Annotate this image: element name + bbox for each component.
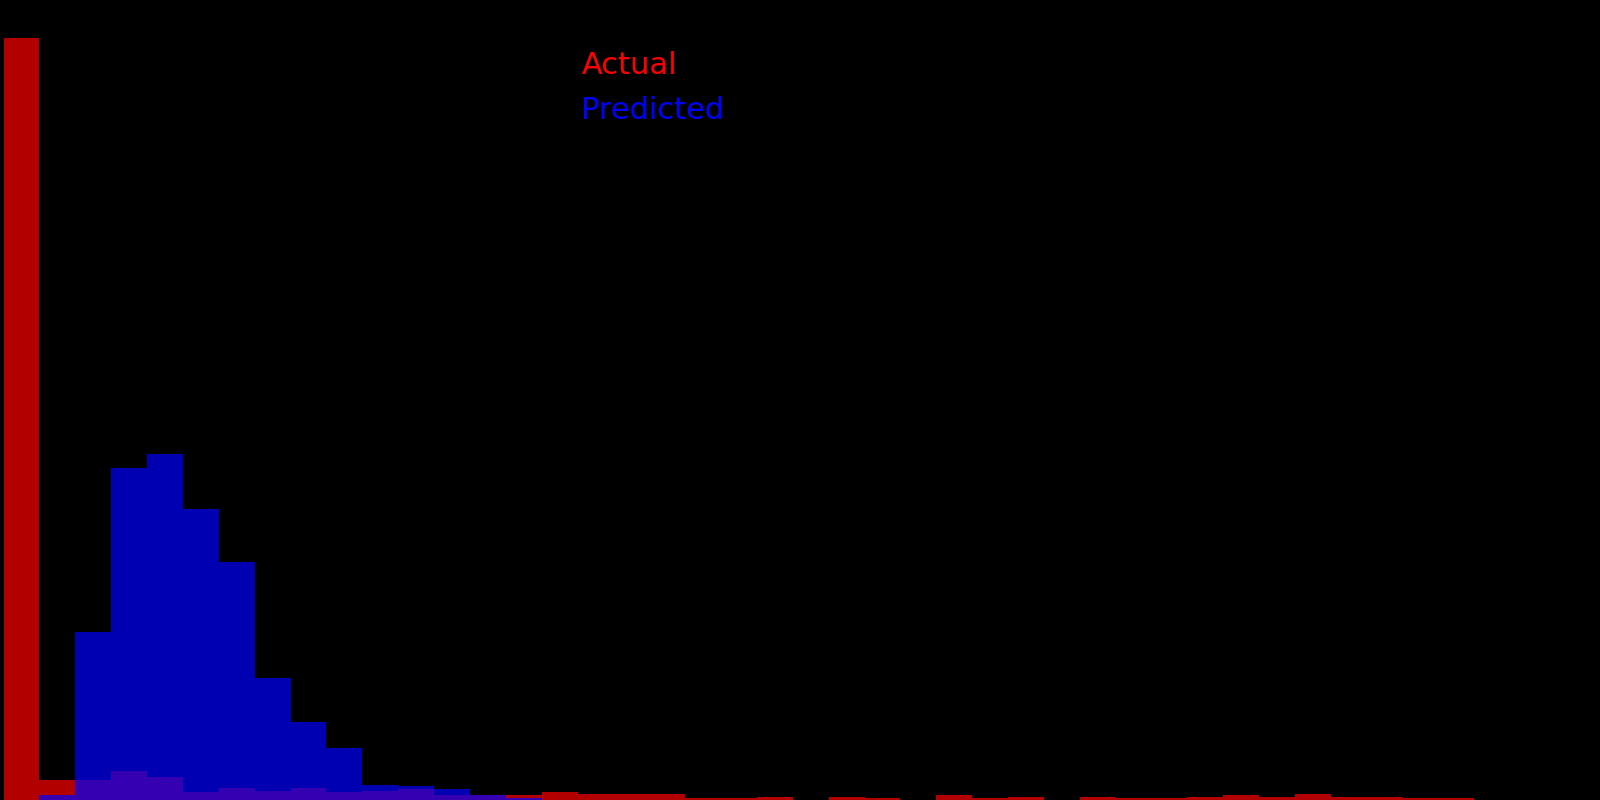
Bar bbox=[147, 777, 182, 800]
Bar bbox=[291, 722, 326, 800]
Bar bbox=[1187, 797, 1224, 800]
Bar bbox=[1331, 797, 1366, 800]
Bar bbox=[1224, 795, 1259, 800]
Bar bbox=[1294, 794, 1331, 800]
Bar bbox=[864, 798, 901, 800]
Bar bbox=[75, 632, 112, 800]
Bar bbox=[1403, 798, 1438, 800]
Bar bbox=[685, 798, 722, 800]
Bar bbox=[722, 798, 757, 800]
Bar bbox=[326, 748, 362, 800]
Bar bbox=[112, 771, 147, 800]
Bar bbox=[650, 794, 685, 800]
Bar bbox=[1438, 798, 1475, 800]
Bar bbox=[1008, 797, 1043, 800]
Bar bbox=[3, 38, 40, 800]
Bar bbox=[936, 795, 973, 800]
Bar bbox=[182, 792, 219, 800]
Bar bbox=[398, 790, 434, 800]
Bar bbox=[326, 792, 362, 800]
Bar bbox=[578, 794, 613, 800]
Bar bbox=[362, 791, 398, 800]
Bar bbox=[398, 786, 434, 800]
Bar bbox=[291, 788, 326, 800]
Bar bbox=[973, 798, 1008, 800]
Bar bbox=[112, 468, 147, 800]
Bar bbox=[219, 788, 254, 800]
Legend: Actual, Predicted: Actual, Predicted bbox=[483, 39, 736, 137]
Bar bbox=[613, 794, 650, 800]
Bar bbox=[470, 795, 506, 800]
Bar bbox=[182, 509, 219, 800]
Bar bbox=[434, 790, 470, 800]
Bar bbox=[506, 795, 542, 800]
Bar bbox=[470, 795, 506, 800]
Bar bbox=[40, 795, 75, 800]
Bar bbox=[254, 678, 291, 800]
Bar bbox=[219, 562, 254, 800]
Bar bbox=[1259, 797, 1294, 800]
Bar bbox=[1366, 797, 1403, 800]
Bar bbox=[362, 785, 398, 800]
Bar bbox=[40, 780, 75, 800]
Bar bbox=[1080, 797, 1115, 800]
Bar bbox=[1115, 798, 1152, 800]
Bar bbox=[829, 797, 864, 800]
Bar bbox=[1152, 798, 1187, 800]
Bar bbox=[506, 798, 542, 800]
Bar bbox=[542, 792, 578, 800]
Bar bbox=[75, 780, 112, 800]
Bar bbox=[434, 795, 470, 800]
Bar bbox=[757, 797, 794, 800]
Bar bbox=[147, 454, 182, 800]
Bar bbox=[254, 791, 291, 800]
